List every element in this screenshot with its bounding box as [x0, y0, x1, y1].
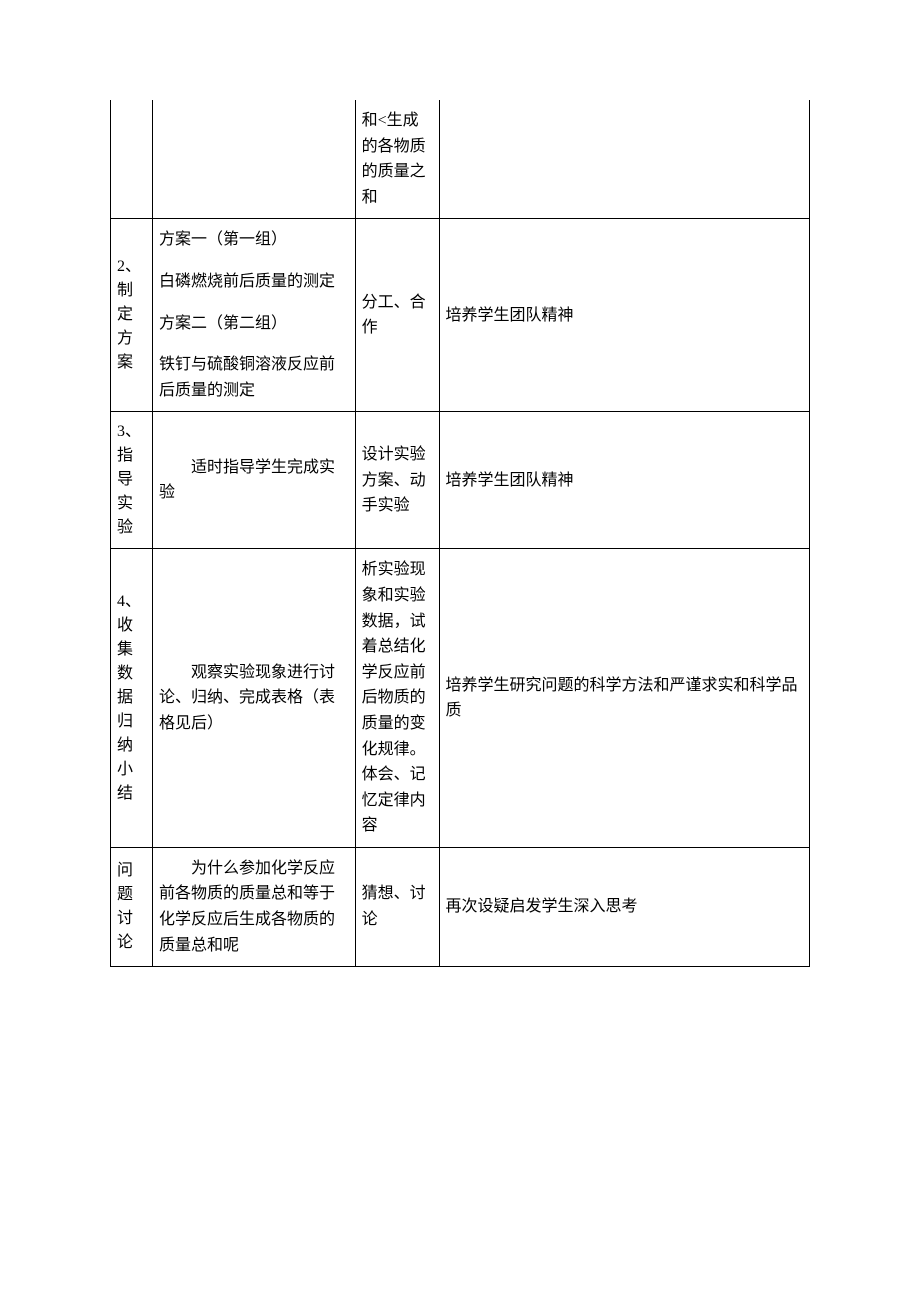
- purpose: [439, 100, 809, 219]
- student-activity: 和<生成的各物质的质量之和: [355, 100, 439, 219]
- step-label: 4、收集数据归纳小结: [111, 549, 153, 848]
- teacher-activity: 方案一（第一组） 白磷燃烧前后质量的测定 方案二（第二组） 铁钉与硫酸铜溶液反应…: [152, 219, 355, 412]
- step-label: 3、指导实验: [111, 412, 153, 549]
- purpose: 培养学生团队精神: [439, 219, 809, 412]
- teacher-activity: 为什么参加化学反应前各物质的质量总和等于化学反应后生成各物质的质量总和呢: [152, 847, 355, 966]
- activity-text: 为什么参加化学反应前各物质的质量总和等于化学反应后生成各物质的质量总和呢: [159, 856, 349, 958]
- teacher-activity: [152, 100, 355, 219]
- purpose: 培养学生研究问题的科学方法和严谨求实和科学品质: [439, 549, 809, 848]
- table-row: 3、指导实验 适时指导学生完成实验 设计实验方案、动手实验 培养学生团队精神: [111, 412, 810, 549]
- activity-text: 观察实验现象进行讨论、归纳、完成表格（表格见后）: [159, 660, 349, 737]
- table-row: 4、收集数据归纳小结 观察实验现象进行讨论、归纳、完成表格（表格见后） 析实验现…: [111, 549, 810, 848]
- purpose: 再次设疑启发学生深入思考: [439, 847, 809, 966]
- student-activity: 设计实验方案、动手实验: [355, 412, 439, 549]
- table-row: 2、制定方案 方案一（第一组） 白磷燃烧前后质量的测定 方案二（第二组） 铁钉与…: [111, 219, 810, 412]
- student-activity: 分工、合作: [355, 219, 439, 412]
- step-label: 问题讨论: [111, 847, 153, 966]
- plan-line: 方案一（第一组）: [159, 227, 349, 253]
- activity-text: 适时指导学生完成实验: [159, 455, 349, 506]
- student-activity: 猜想、讨论: [355, 847, 439, 966]
- teacher-activity: 适时指导学生完成实验: [152, 412, 355, 549]
- plan-line: 方案二（第二组）: [159, 311, 349, 337]
- student-activity: 析实验现象和实验数据，试着总结化学反应前后物质的质量的变化规律。 体会、记忆定律…: [355, 549, 439, 848]
- table-row: 和<生成的各物质的质量之和: [111, 100, 810, 219]
- lesson-plan-table: 和<生成的各物质的质量之和 2、制定方案 方案一（第一组） 白磷燃烧前后质量的测…: [110, 100, 810, 967]
- table-row: 问题讨论 为什么参加化学反应前各物质的质量总和等于化学反应后生成各物质的质量总和…: [111, 847, 810, 966]
- plan-line: 铁钉与硫酸铜溶液反应前后质量的测定: [159, 352, 349, 403]
- purpose: 培养学生团队精神: [439, 412, 809, 549]
- step-label: 2、制定方案: [111, 219, 153, 412]
- teacher-activity: 观察实验现象进行讨论、归纳、完成表格（表格见后）: [152, 549, 355, 848]
- step-label: [111, 100, 153, 219]
- plan-line: 白磷燃烧前后质量的测定: [159, 269, 349, 295]
